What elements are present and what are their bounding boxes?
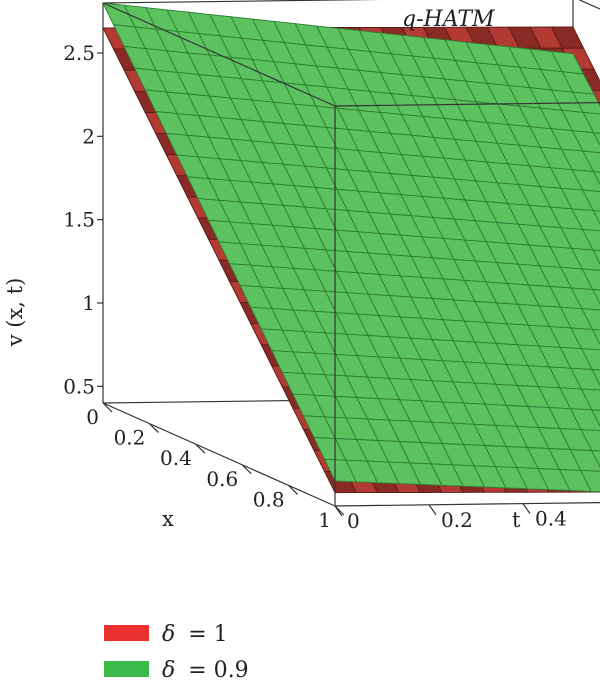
surface-cell [582, 111, 600, 134]
x-axis-label: x [162, 507, 174, 531]
surface-cell [593, 132, 600, 146]
legend-swatch-red [104, 625, 149, 641]
surface-cell [592, 171, 600, 186]
surface-series-2 [102, 2, 600, 493]
z-tick-label-1: 1 [82, 291, 95, 315]
box-edge-front-3 [102, 402, 336, 507]
surface-cell [580, 429, 600, 452]
x-tick-label-2: 0.4 [160, 446, 192, 470]
surface-cell [581, 189, 600, 212]
surface-cell [581, 308, 600, 331]
surface-cell [591, 369, 600, 386]
box-edge-front-1 [102, 2, 336, 107]
legend: δ = 1 δ = 0.9 [104, 622, 249, 683]
box-edge-back-7 [334, 502, 600, 507]
box-edge-front-2 [334, 102, 600, 107]
t-tick-label-1: 0.2 [441, 508, 473, 532]
surface-cell [591, 409, 600, 427]
box-edge-back-3 [102, 0, 386, 4]
surface-cell [570, 287, 600, 311]
surface-cell [570, 247, 600, 271]
surface-cell [571, 208, 600, 232]
surface-cell [582, 150, 600, 173]
legend-label-1: δ = 1 [162, 622, 228, 647]
x-tick-mark-2 [195, 443, 206, 454]
x-tick-mark-0 [102, 402, 113, 413]
x-tick-label-5: 1 [318, 508, 331, 532]
surface-cell [581, 228, 600, 251]
t-axis-label: t [512, 508, 521, 532]
t-tick-mark-0 [334, 505, 343, 517]
surface-cell [580, 348, 600, 371]
surface-cell [580, 469, 600, 493]
surface-cell [592, 210, 600, 225]
z-tick-label-2: 1.5 [63, 208, 95, 232]
z-axis-label: v (x, t) [3, 278, 27, 348]
chart-title: q-HATM [402, 7, 495, 32]
x-tick-label-1: 0.2 [114, 426, 146, 450]
legend-label-2: δ = 0.9 [162, 658, 249, 683]
t-tick-label-2: 0.4 [535, 507, 567, 531]
surface-cell [569, 449, 600, 472]
surface-cell [570, 327, 600, 351]
x-tick-label-0: 0 [86, 405, 99, 429]
bounding-box-front-edges [102, 2, 600, 507]
t-tick-mark-1 [428, 504, 437, 516]
t-tick-mark-2 [522, 503, 531, 514]
surface-cell [590, 450, 600, 469]
surface-cell [571, 169, 600, 193]
x-tick-label-4: 0.8 [253, 487, 285, 511]
surface-meshes [102, 2, 600, 494]
x-tick-mark-1 [148, 423, 159, 434]
legend-swatch-green [104, 661, 149, 677]
surface-cell [580, 388, 600, 411]
surface-cell [592, 249, 600, 265]
x-tick-mark-4 [288, 484, 299, 495]
z-tick-label-0: 0.5 [63, 374, 95, 398]
t-tick-label-0: 0 [347, 509, 360, 533]
surface-cell [581, 268, 600, 291]
surface-cell [571, 130, 600, 154]
surface-cell [569, 408, 600, 432]
surface-cell [570, 367, 600, 391]
z-tick-label-4: 2.5 [63, 41, 95, 65]
x-tick-label-3: 0.6 [206, 467, 238, 491]
x-tick-mark-3 [241, 464, 252, 475]
z-tick-label-3: 2 [82, 124, 95, 148]
